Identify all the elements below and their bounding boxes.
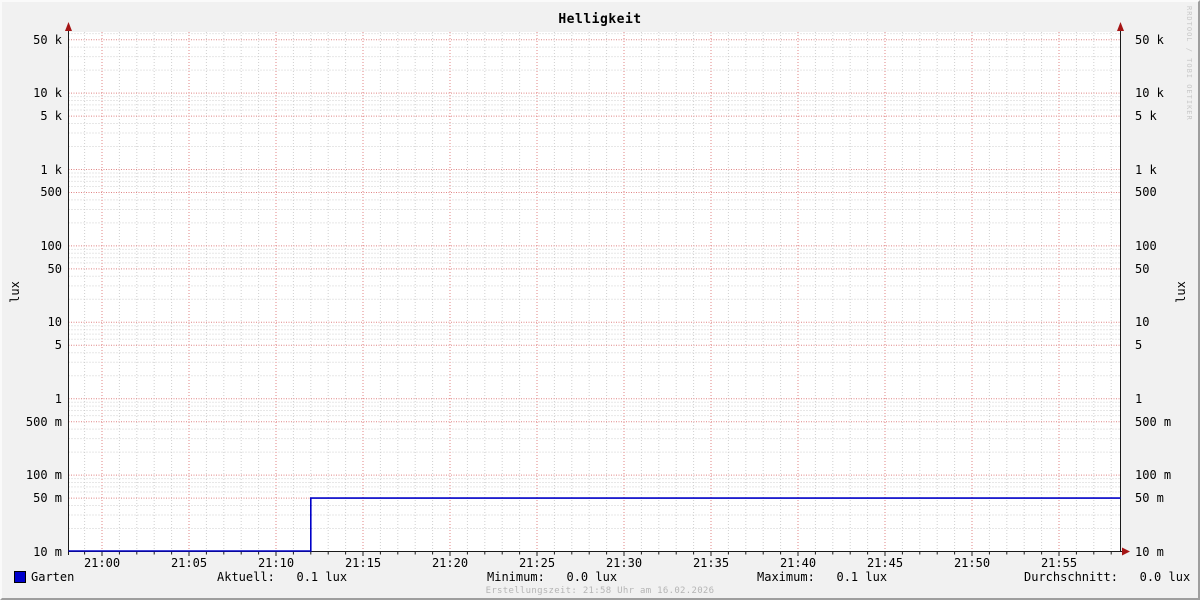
- y-axis-label-left: lux: [8, 281, 22, 303]
- chart-title: Helligkeit: [558, 12, 642, 27]
- x-tick-label: 21:30: [605, 556, 643, 570]
- x-tick-label: 21:00: [83, 556, 121, 570]
- stat-minimum: Minimum: 0.0 lux: [487, 570, 618, 584]
- y-tick-label-left: 100: [40, 238, 62, 253]
- x-tick-label: 21:35: [692, 556, 730, 570]
- x-tick-label: 21:45: [866, 556, 904, 570]
- y-tick-label-right: 500 m: [1135, 414, 1172, 429]
- y-tick-label-left: 5: [54, 338, 62, 353]
- y-tick-label-left: 500: [40, 185, 62, 200]
- y-tick-label-right: 50 k: [1135, 32, 1164, 47]
- y-tick-label-right: 100 m: [1135, 468, 1172, 483]
- y-tick-label-left: 10 k: [33, 86, 62, 101]
- creation-time: Erstellungszeit: 21:58 Uhr am 16.02.2026: [485, 586, 715, 596]
- x-tick-label: 21:50: [953, 556, 991, 570]
- x-tick-label: 21:15: [344, 556, 382, 570]
- y-tick-label-right: 50 m: [1135, 491, 1164, 506]
- y-tick-label-right: 10 m: [1135, 544, 1164, 559]
- y-tick-label-right: 5: [1135, 338, 1143, 353]
- y-axis-label-right: lux: [1174, 281, 1188, 303]
- stat-maximum: Maximum: 0.1 lux: [757, 570, 888, 584]
- y-tick-label-left: 50 k: [33, 32, 62, 47]
- rrdtool-watermark: RRDTOOL / TOBI OETIKER: [1185, 6, 1193, 121]
- y-tick-label-left: 100 m: [25, 468, 62, 483]
- y-tick-label-left: 1: [54, 391, 62, 406]
- x-tick-label: 21:25: [518, 556, 556, 570]
- y-tick-label-left: 1 k: [40, 162, 62, 177]
- series-label: Garten: [31, 570, 75, 584]
- y-tick-label-right: 10 k: [1135, 86, 1164, 101]
- y-tick-label-left: 10 m: [33, 544, 62, 559]
- y-tick-label-right: 5 k: [1135, 109, 1157, 124]
- y-tick-label-left: 5 k: [40, 109, 62, 124]
- stat-aktuell: Aktuell: 0.1 lux: [217, 570, 348, 584]
- y-tick-label-right: 500: [1135, 185, 1157, 200]
- y-tick-label-right: 1: [1135, 391, 1143, 406]
- y-tick-label-right: 100: [1135, 238, 1157, 253]
- x-tick-label: 21:10: [257, 556, 295, 570]
- series-color-swatch: [14, 571, 26, 583]
- stat-durchschnitt: Durchschnitt: 0.0 lux: [1024, 570, 1191, 584]
- y-tick-label-right: 10: [1135, 315, 1150, 330]
- y-tick-label-right: 1 k: [1135, 162, 1157, 177]
- y-tick-label-left: 10: [47, 315, 62, 330]
- x-tick-label: 21:20: [431, 556, 469, 570]
- y-tick-label-right: 50: [1135, 261, 1150, 276]
- y-tick-label-left: 50: [47, 261, 62, 276]
- x-tick-label: 21:05: [170, 556, 208, 570]
- x-tick-label: 21:40: [779, 556, 817, 570]
- y-tick-label-left: 500 m: [25, 414, 62, 429]
- x-tick-label: 21:55: [1040, 556, 1078, 570]
- y-tick-label-left: 50 m: [33, 491, 62, 506]
